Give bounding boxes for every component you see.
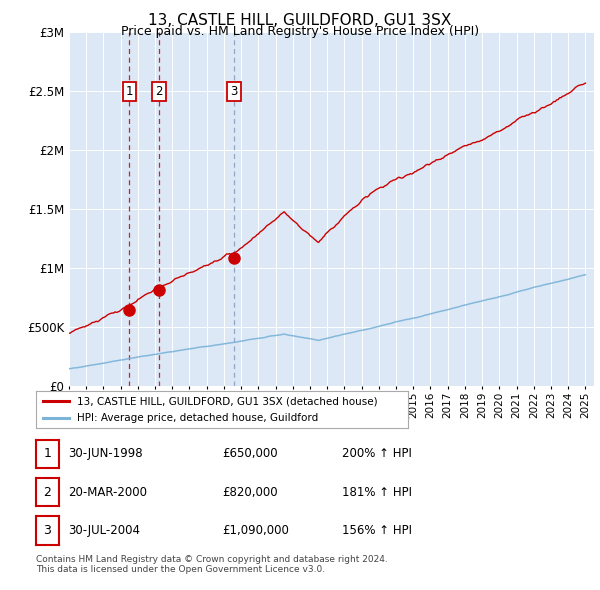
Text: 1: 1 bbox=[125, 85, 133, 98]
Text: 1: 1 bbox=[43, 447, 52, 460]
Text: Contains HM Land Registry data © Crown copyright and database right 2024.
This d: Contains HM Land Registry data © Crown c… bbox=[36, 555, 388, 574]
Text: £1,090,000: £1,090,000 bbox=[222, 524, 289, 537]
Text: 2: 2 bbox=[43, 486, 52, 499]
Text: 156% ↑ HPI: 156% ↑ HPI bbox=[342, 524, 412, 537]
Text: 30-JUN-1998: 30-JUN-1998 bbox=[68, 447, 142, 460]
Text: 200% ↑ HPI: 200% ↑ HPI bbox=[342, 447, 412, 460]
Text: Price paid vs. HM Land Registry's House Price Index (HPI): Price paid vs. HM Land Registry's House … bbox=[121, 25, 479, 38]
Text: 20-MAR-2000: 20-MAR-2000 bbox=[68, 486, 147, 499]
Text: 2: 2 bbox=[155, 85, 163, 98]
Text: 30-JUL-2004: 30-JUL-2004 bbox=[68, 524, 140, 537]
Text: 13, CASTLE HILL, GUILDFORD, GU1 3SX (detached house): 13, CASTLE HILL, GUILDFORD, GU1 3SX (det… bbox=[77, 396, 377, 406]
Text: HPI: Average price, detached house, Guildford: HPI: Average price, detached house, Guil… bbox=[77, 413, 318, 423]
Text: 181% ↑ HPI: 181% ↑ HPI bbox=[342, 486, 412, 499]
Text: £650,000: £650,000 bbox=[222, 447, 278, 460]
Text: £820,000: £820,000 bbox=[222, 486, 278, 499]
Text: 3: 3 bbox=[43, 524, 52, 537]
Text: 3: 3 bbox=[230, 85, 238, 98]
Text: 13, CASTLE HILL, GUILDFORD, GU1 3SX: 13, CASTLE HILL, GUILDFORD, GU1 3SX bbox=[148, 13, 452, 28]
